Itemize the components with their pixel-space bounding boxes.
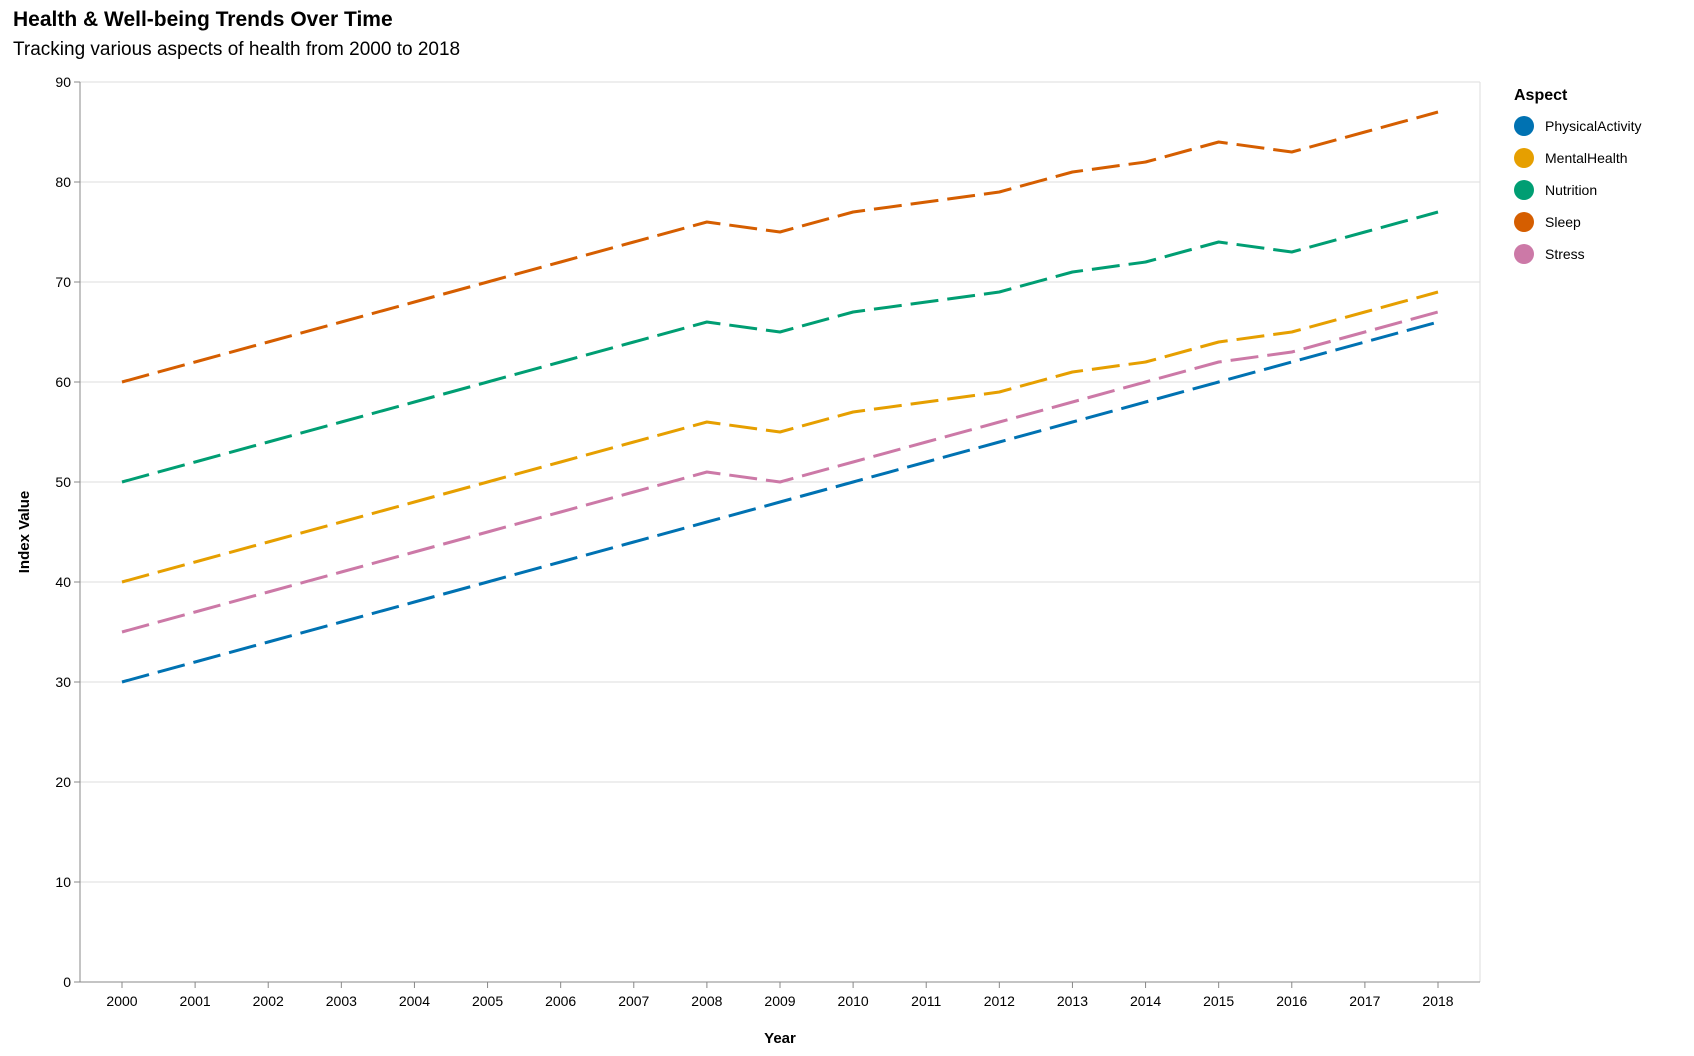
x-tick-label: 2008 [691, 993, 722, 1009]
y-tick-label: 90 [55, 74, 71, 90]
x-tick-label: 2017 [1349, 993, 1380, 1009]
x-tick-label: 2001 [180, 993, 211, 1009]
series-line-stress [121, 310, 1439, 634]
x-tick-label: 2018 [1422, 993, 1453, 1009]
x-tick-label: 2004 [399, 993, 430, 1009]
y-tick-label: 80 [55, 174, 71, 190]
legend-label-nutrition: Nutrition [1545, 182, 1597, 198]
series-line-sleep [121, 110, 1439, 384]
y-tick-label: 0 [63, 974, 71, 990]
y-tick-label: 60 [55, 374, 71, 390]
series-line-physicalactivity [121, 320, 1439, 684]
y-tick-label: 50 [55, 474, 71, 490]
x-tick-label: 2015 [1203, 993, 1234, 1009]
legend-label-sleep: Sleep [1545, 214, 1581, 230]
legend-swatch-physicalactivity [1514, 116, 1534, 136]
legend-title: Aspect [1514, 87, 1568, 104]
legend-label-stress: Stress [1545, 246, 1585, 262]
x-tick-label: 2013 [1057, 993, 1088, 1009]
legend-label-physicalactivity: PhysicalActivity [1545, 118, 1641, 134]
legend-swatch-stress [1514, 244, 1534, 264]
y-axis-title: Index Value [16, 491, 33, 574]
y-tick-label: 70 [55, 274, 71, 290]
x-tick-label: 2003 [326, 993, 357, 1009]
axes: 0 10 20 30 40 50 60 70 80 90 2000 2001 2002 2003 2004 2… [55, 74, 1480, 1009]
legend-swatch-mentalhealth [1514, 148, 1534, 168]
y-tick-label: 30 [55, 674, 71, 690]
series-line-nutrition [121, 210, 1439, 484]
chart-title: Health & Well-being Trends Over Time [13, 8, 393, 31]
gridlines [80, 81, 1481, 983]
x-tick-label: 2000 [106, 993, 137, 1009]
x-tick-label: 2014 [1130, 993, 1161, 1009]
x-tick-label: 2011 [911, 993, 941, 1009]
x-tick-label: 2016 [1276, 993, 1307, 1009]
x-tick-label: 2010 [838, 993, 869, 1009]
legend-label-mentalhealth: MentalHealth [1545, 150, 1628, 166]
legend-swatch-nutrition [1514, 180, 1534, 200]
x-axis-title: Year [764, 1030, 796, 1047]
legend: Aspect PhysicalActivity MentalHealth Nutri… [1514, 87, 1641, 264]
x-tick-label: 2006 [545, 993, 576, 1009]
chart-subtitle: Tracking various aspects of health from … [13, 39, 461, 60]
x-tick-label: 2002 [253, 993, 284, 1009]
y-tick-label: 10 [55, 874, 71, 890]
y-tick-label: 20 [55, 774, 71, 790]
series-line-mentalhealth [121, 290, 1439, 584]
x-tick-label: 2012 [984, 993, 1015, 1009]
series-lines [121, 110, 1439, 684]
y-tick-label: 40 [55, 574, 71, 590]
x-tick-label: 2005 [472, 993, 503, 1009]
x-tick-label: 2007 [618, 993, 649, 1009]
x-tick-label: 2009 [764, 993, 795, 1009]
legend-swatch-sleep [1514, 212, 1534, 232]
